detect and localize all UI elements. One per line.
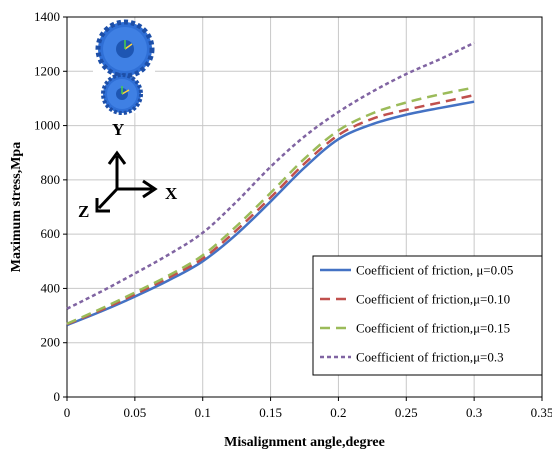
y-axis-label: Maximum stress,Mpa [9, 142, 24, 272]
upper-gear-icon [95, 19, 155, 79]
x-tick-label: 0.15 [259, 405, 282, 420]
legend-label-3: Coefficient of friction,μ=0.15 [356, 321, 510, 336]
lower-gear-icon [101, 73, 143, 115]
series-line-3 [66, 86, 475, 325]
legend-label-2: Coefficient of friction,μ=0.10 [356, 292, 510, 307]
y-tick-label: 1000 [34, 118, 60, 133]
legend-label-1: Coefficient of friction, μ=0.05 [356, 263, 513, 278]
x-axis-symbol: X [165, 184, 178, 203]
x-tick-label: 0.35 [531, 405, 552, 420]
y-tick-label: 1200 [34, 63, 60, 78]
plot-area [66, 16, 543, 398]
series-line-4 [66, 41, 475, 310]
y-tick-label: 800 [41, 172, 61, 187]
legend: Coefficient of friction, μ=0.05 Coefficie… [312, 255, 543, 376]
series-line-2 [66, 93, 475, 326]
series-lines [66, 41, 475, 327]
y-tick-label: 600 [41, 226, 61, 241]
y-tick-label: 1400 [34, 9, 60, 24]
x-tick-label: 0 [64, 405, 71, 420]
y-tick-label: 200 [41, 335, 61, 350]
y-axis-ticks: 0 200 400 600 800 1000 1200 1400 [34, 9, 67, 404]
y-tick-label: 0 [54, 389, 61, 404]
z-axis-symbol: Z [78, 202, 89, 221]
x-axis-ticks: 0 0.05 0.1 0.15 0.2 0.25 0.3 0.35 [64, 397, 552, 420]
series-line-1 [66, 100, 475, 327]
gear-assembly-image [93, 19, 155, 115]
y-axis-symbol: Y [112, 120, 124, 139]
y-tick-label: 400 [41, 280, 61, 295]
x-axis-label: Misalignment angle,degree [224, 435, 385, 450]
x-tick-label: 0.05 [123, 405, 146, 420]
legend-label-4: Coefficient of friction,μ=0.3 [356, 350, 504, 365]
x-tick-label: 0.25 [395, 405, 418, 420]
x-tick-label: 0.2 [330, 405, 346, 420]
x-tick-label: 0.1 [195, 405, 211, 420]
x-tick-label: 0.3 [466, 405, 482, 420]
coordinate-axes-icon: Y X Z [78, 120, 178, 221]
